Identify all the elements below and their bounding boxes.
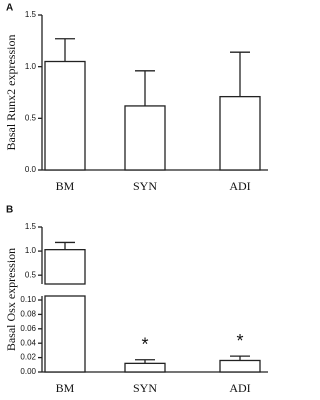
y-tick-label: 0.00 (20, 367, 36, 376)
y-tick-label: 1.5 (25, 10, 37, 19)
y-tick-label: 0.08 (20, 310, 36, 319)
y-tick-label: 0.06 (20, 324, 36, 333)
x-tick-label: SYN (133, 381, 157, 395)
significance-mark: * (141, 335, 148, 355)
y-tick-label: 0.5 (25, 113, 37, 122)
y-tick-label: 0.5 (25, 270, 37, 279)
x-tick-label: BM (56, 381, 75, 395)
x-tick-label: BM (56, 179, 75, 193)
bar (44, 60, 86, 171)
y-axis-label: Basal Osx expression (4, 248, 18, 351)
y-tick-label: 0.0 (25, 165, 37, 174)
bar (219, 95, 261, 171)
bar (124, 362, 166, 373)
y-tick-label: 0.10 (20, 295, 36, 304)
panel-label: B (6, 205, 13, 216)
y-tick-label: 0.04 (20, 338, 36, 347)
bar (219, 359, 261, 373)
bar (44, 295, 86, 373)
y-tick-label: 1.5 (25, 222, 37, 231)
panel-label: A (6, 3, 13, 14)
x-tick-label: ADI (229, 381, 250, 395)
bar (124, 105, 166, 171)
y-axis-label: Basal Runx2 expression (4, 35, 18, 151)
y-tick-label: 0.02 (20, 353, 36, 362)
bar (44, 248, 86, 285)
y-tick-label: 1.0 (25, 62, 37, 71)
break-gap (44, 285, 86, 295)
y-tick-label: 1.0 (25, 246, 37, 255)
figure: A Basal Runx2 expression 0.0 0.5 1.0 1.5 BM SYN… (4, 3, 268, 395)
x-tick-label: ADI (229, 179, 250, 193)
significance-mark: * (236, 331, 243, 351)
x-tick-label: SYN (133, 179, 157, 193)
